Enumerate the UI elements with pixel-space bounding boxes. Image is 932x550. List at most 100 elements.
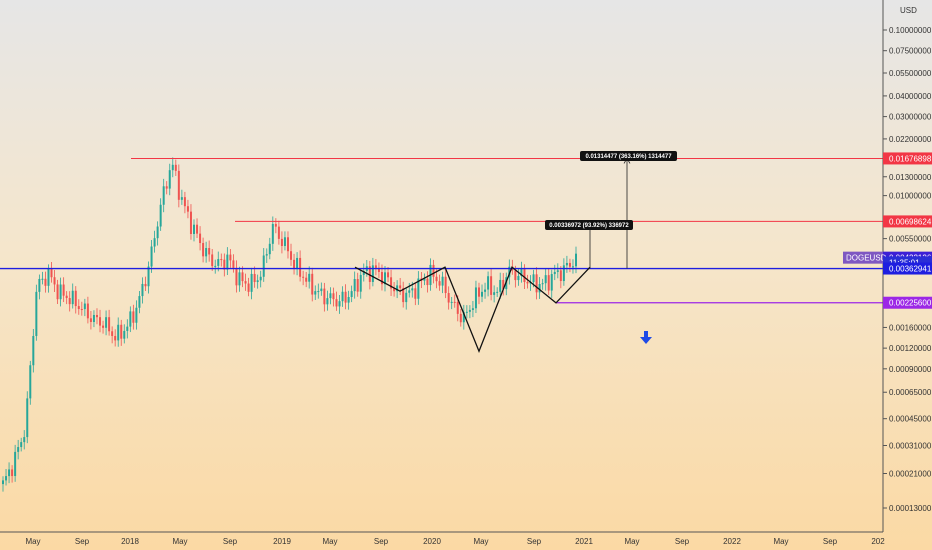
candle-body <box>41 278 44 280</box>
candle-body <box>89 318 92 323</box>
candle-body <box>514 270 517 281</box>
x-tick-label: May <box>25 537 40 546</box>
candle-body <box>156 226 159 239</box>
candle-body <box>183 197 186 207</box>
candle-body <box>426 278 429 286</box>
x-tick-label: Sep <box>527 537 542 546</box>
y-tick-label: 0.02200000 <box>889 135 932 144</box>
candle-body <box>77 306 80 310</box>
candle-body <box>17 447 20 452</box>
measure-box[interactable] <box>545 220 633 230</box>
candle-body <box>465 311 468 313</box>
candle-body <box>250 273 253 292</box>
candle-body <box>556 270 559 272</box>
price-labels: 0.016768980.006986240.00422126DOGEUSD11:… <box>843 152 932 309</box>
candle-body <box>256 280 259 283</box>
candle-body <box>547 275 550 291</box>
price-label-text: 0.01676898 <box>889 154 932 163</box>
y-tick-label: 0.03000000 <box>889 113 932 122</box>
x-tick-label: May <box>322 537 337 546</box>
candle-body <box>371 265 374 282</box>
candle-body <box>320 288 323 292</box>
y-tick-label: 0.00120000 <box>889 344 932 353</box>
candle-body <box>326 298 329 305</box>
candle-body <box>132 311 135 323</box>
candle-body <box>105 317 108 328</box>
candle-body <box>396 285 399 292</box>
measure-box[interactable] <box>580 151 677 161</box>
candle-body <box>144 283 147 287</box>
candle-body <box>477 287 480 297</box>
y-tick-label: 0.05500000 <box>889 69 932 78</box>
candle-body <box>117 324 120 341</box>
candle-body <box>174 164 177 171</box>
candle-body <box>189 211 192 234</box>
candle-body <box>508 266 511 278</box>
candle-body <box>471 308 474 310</box>
candle-body <box>286 237 289 252</box>
symbol-tag-text: DOGEUSD <box>846 254 887 263</box>
y-tick-label: 0.00065000 <box>889 388 932 397</box>
candle-body <box>387 272 390 278</box>
candle-body <box>332 293 335 300</box>
measure-box-text: 0.00336972 (93.92%) 336972 <box>549 223 629 229</box>
candle-body <box>532 274 535 283</box>
candle-body <box>347 296 350 303</box>
candle-body <box>62 284 65 296</box>
candle-body <box>499 279 502 292</box>
candle-body <box>56 284 59 300</box>
candle-body <box>335 299 338 307</box>
candle-body <box>108 317 111 332</box>
currency-label: USD <box>900 6 917 15</box>
candle-body <box>168 170 171 189</box>
candle-body <box>544 275 547 284</box>
candle-body <box>99 317 102 326</box>
candle-body <box>193 224 195 234</box>
candle-body <box>153 238 156 247</box>
price-label-target-mid <box>883 215 932 228</box>
candle-body <box>129 311 132 327</box>
candle-body <box>329 293 332 299</box>
candle-body <box>575 253 577 267</box>
candle-body <box>311 273 314 295</box>
candle-body <box>238 272 241 286</box>
x-tick-label: May <box>773 537 788 546</box>
time-axis[interactable]: May Sep 2018 May Sep 2019 May Sep 2020 May Sep 2021… <box>0 531 885 546</box>
candle-body <box>338 301 341 307</box>
candle-body <box>481 291 484 297</box>
price-label-text: 0.00698624 <box>889 217 932 226</box>
x-tick-label: 2020 <box>423 537 441 546</box>
candle-body <box>86 303 89 319</box>
candle-body <box>283 237 286 247</box>
x-tick-label: 2019 <box>273 537 291 546</box>
candle-body <box>71 290 74 305</box>
candle-body <box>265 254 268 256</box>
candle-body <box>120 324 123 339</box>
candle-body <box>80 309 83 311</box>
candle-body <box>553 271 556 275</box>
candle-body <box>59 284 62 300</box>
price-label-support <box>883 262 932 275</box>
chart-pattern[interactable] <box>354 266 591 353</box>
candle-body <box>280 238 283 247</box>
candle-body <box>350 291 353 297</box>
candle-body <box>2 480 4 485</box>
x-tick-label: Sep <box>374 537 389 546</box>
candle-body <box>459 313 462 323</box>
candle-body <box>274 223 277 227</box>
candle-body <box>559 270 562 282</box>
candle-body <box>83 303 86 310</box>
candle-body <box>165 186 168 189</box>
candle-body <box>571 266 574 268</box>
candle-body <box>26 398 29 438</box>
y-tick-label: 0.00160000 <box>889 323 932 332</box>
x-tick-label: 202 <box>871 537 885 546</box>
price-label-text: 0.00362941 <box>889 265 932 274</box>
x-tick-label: Sep <box>223 537 238 546</box>
candle-body <box>562 265 565 282</box>
candle-body <box>390 277 393 289</box>
candle-body <box>111 331 114 336</box>
candle-body <box>199 233 202 244</box>
